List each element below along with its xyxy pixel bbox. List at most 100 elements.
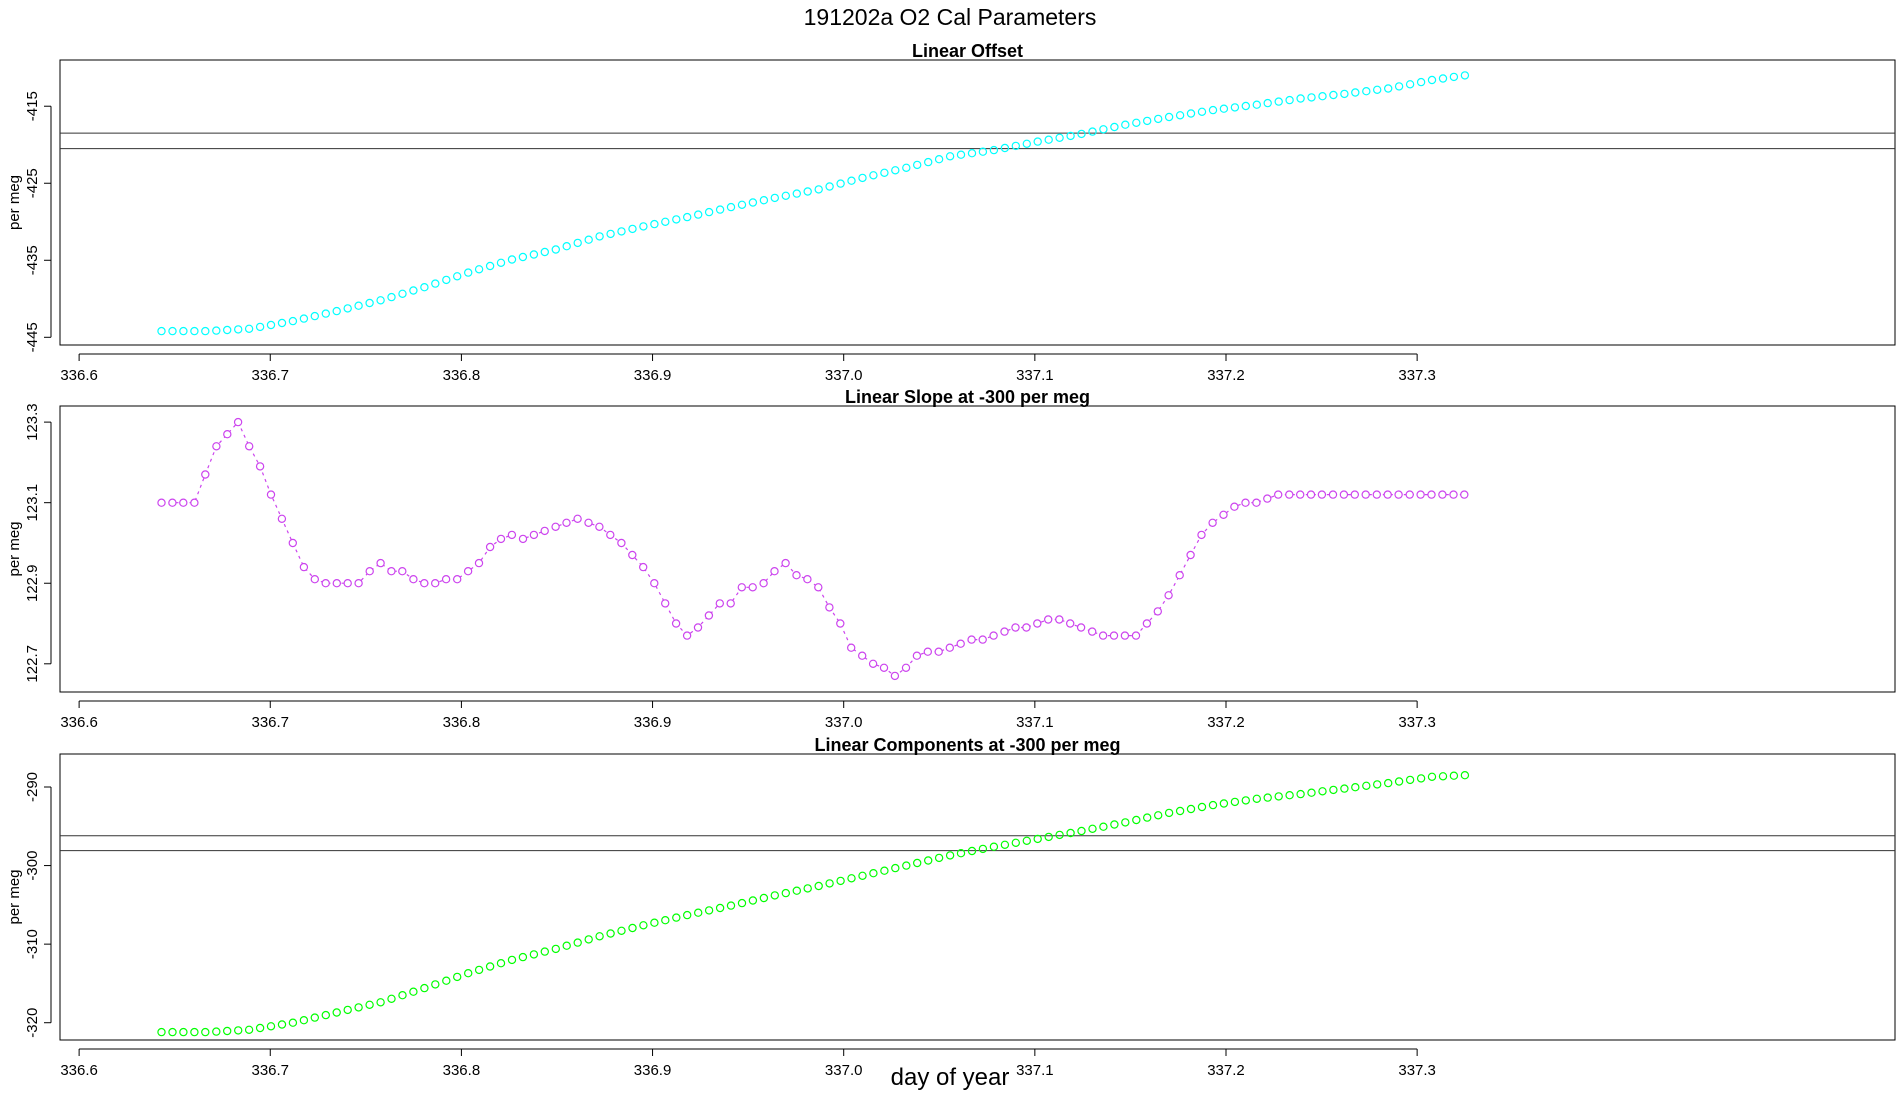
chart-components-point: [442, 976, 451, 985]
chart-offset-point: [814, 185, 823, 194]
chart-components-point: [1077, 826, 1086, 836]
chart-components-point: [179, 1027, 188, 1037]
chart-offset-x-tick-label: 337.3: [1398, 367, 1436, 384]
chart-components-point: [420, 983, 429, 993]
chart-slope-point: [1449, 490, 1458, 499]
chart-components-title: Linear Components at -300 per meg: [814, 735, 1120, 755]
chart-offset-point: [222, 325, 232, 335]
chart-components-point: [737, 898, 747, 908]
chart-components-point: [945, 851, 955, 860]
chart-offset-point: [1252, 100, 1262, 109]
chart-offset-point: [343, 304, 352, 313]
chart-offset-point: [1000, 143, 1010, 153]
chart-offset-point: [201, 326, 210, 336]
chart-offset-point: [1383, 84, 1393, 93]
chart-components-point: [201, 1027, 210, 1037]
chart-offset-point: [661, 217, 670, 226]
chart-slope-ylabel: per meg: [6, 521, 23, 576]
chart-components-point: [584, 935, 593, 944]
chart-slope-point: [1011, 623, 1020, 632]
chart-slope-point: [836, 619, 845, 628]
chart-offset-point: [1186, 109, 1196, 118]
chart-slope-point: [759, 579, 768, 588]
chart-components-point: [551, 944, 561, 954]
chart-slope-point: [584, 518, 593, 528]
chart-components-point: [934, 853, 944, 863]
chart-components-x-tick-label: 336.8: [443, 1062, 481, 1079]
chart-components-point: [1340, 784, 1349, 793]
chart-components-frame: [59, 753, 1896, 1041]
chart-offset-point: [704, 207, 714, 217]
chart-components-point: [781, 888, 791, 898]
chart-components-point: [847, 874, 856, 883]
chart-slope-point: [212, 442, 221, 451]
chart-slope-point: [1109, 631, 1119, 640]
chart-slope-point: [671, 619, 681, 628]
chart-components-point: [1153, 811, 1163, 820]
chart-slope-point: [551, 522, 560, 532]
chart-slope-point: [1285, 490, 1294, 499]
chart-components-point: [1362, 781, 1371, 791]
chart-components-point: [222, 1026, 232, 1036]
chart-offset-point: [1241, 101, 1251, 111]
chart-components-point: [672, 913, 681, 922]
chart-components-point: [1241, 796, 1251, 805]
chart-slope-point: [1219, 510, 1228, 519]
chart-slope-point: [1076, 623, 1086, 632]
panel-linear-components: Linear Components at -300 per meg per meg…: [6, 735, 1896, 1079]
chart-slope-point: [650, 579, 659, 588]
chart-slope-point: [1383, 490, 1392, 499]
chart-slope-x-tick-label: 336.7: [251, 714, 289, 731]
chart-components-point: [606, 929, 615, 938]
chart-components-ylabel: per meg: [6, 869, 23, 924]
chart-components-point: [825, 879, 834, 888]
chart-slope-point: [890, 671, 900, 681]
chart-slope-point: [1361, 490, 1370, 499]
chart-components-point: [485, 962, 495, 971]
chart-slope-x-tick-label: 337.2: [1207, 714, 1245, 731]
chart-offset-point: [1230, 103, 1240, 112]
chart-offset-point: [967, 148, 977, 158]
chart-slope-point: [453, 575, 462, 584]
chart-offset-point: [1285, 95, 1294, 105]
chart-offset-point: [825, 182, 834, 191]
chart-offset-point: [978, 147, 988, 156]
chart-components-point: [978, 844, 988, 854]
chart-slope-point: [529, 530, 539, 540]
chart-slope-point: [190, 498, 199, 507]
chart-slope-point: [737, 583, 747, 592]
chart-slope-point: [1142, 619, 1152, 628]
chart-components-x-tick-label: 336.6: [60, 1062, 98, 1079]
chart-slope-point: [431, 579, 440, 588]
chart-components-point: [540, 947, 550, 956]
chart-components-point: [770, 891, 780, 900]
chart-slope-point: [540, 526, 549, 536]
chart-offset-point: [244, 324, 254, 333]
chart-components-point: [190, 1027, 199, 1037]
chart-slope-point: [1273, 490, 1283, 499]
chart-slope-point: [288, 538, 297, 548]
chart-offset-point: [1219, 104, 1229, 113]
chart-slope-point: [1087, 627, 1097, 636]
chart-components-point: [1274, 792, 1283, 801]
chart-offset-x-tick-label: 337.0: [825, 367, 863, 384]
chart-components-point: [1088, 824, 1097, 834]
chart-components-x-tick-label: 336.7: [251, 1062, 289, 1079]
chart-components-point: [1263, 793, 1272, 802]
chart-offset-y-tick-label: -435: [24, 245, 41, 275]
chart-offset-point: [1427, 75, 1437, 85]
chart-slope-point: [945, 643, 955, 652]
chart-slope-point: [376, 558, 385, 568]
chart-slope-point: [1317, 490, 1327, 499]
chart-components-point: [902, 861, 911, 870]
chart-components-point: [1394, 777, 1404, 786]
chart-slope-point: [715, 599, 725, 608]
chart-components-point: [1449, 771, 1459, 780]
chart-components-point: [661, 916, 670, 925]
chart-components-point: [1383, 778, 1393, 788]
chart-offset-point: [1394, 82, 1404, 91]
chart-slope-point: [1197, 530, 1206, 540]
chart-offset-point: [507, 255, 517, 264]
chart-components-point: [924, 856, 933, 865]
